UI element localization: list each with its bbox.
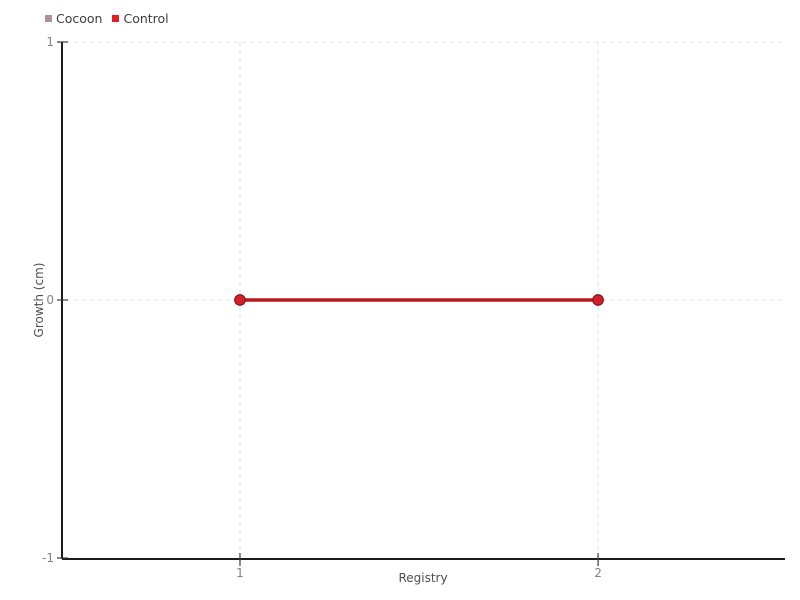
legend-swatch-cocoon xyxy=(45,15,52,22)
x-tick-label: 2 xyxy=(594,566,602,580)
y-axis-title: Growth (cm) xyxy=(32,262,46,338)
legend-label-control: Control xyxy=(123,11,169,26)
data-point[interactable] xyxy=(234,294,246,306)
data-point[interactable] xyxy=(592,294,604,306)
y-tick-label: -1 xyxy=(42,551,54,565)
legend-item-control[interactable]: Control xyxy=(112,11,169,26)
y-tick-label: 1 xyxy=(46,35,54,49)
legend-swatch-control xyxy=(112,15,120,22)
x-axis-title: Registry xyxy=(398,571,448,585)
x-tick-label: 1 xyxy=(236,566,244,580)
y-tick-label: 0 xyxy=(46,293,54,307)
legend-label-cocoon: Cocoon xyxy=(56,11,103,26)
legend-item-cocoon[interactable]: Cocoon xyxy=(45,11,102,26)
legend: Cocoon Control xyxy=(45,11,169,26)
